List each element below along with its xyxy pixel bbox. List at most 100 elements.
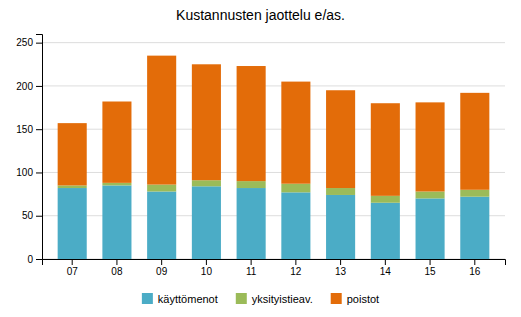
y-tick: 0 <box>27 254 42 265</box>
y-tick-mark <box>36 129 42 130</box>
y-tick-mark <box>36 172 42 173</box>
x-tick-mark <box>161 259 162 265</box>
legend-label: yksityistieav. <box>252 293 313 305</box>
bar-segment <box>147 192 176 260</box>
legend-swatch <box>331 293 342 304</box>
y-tick-label: 100 <box>16 167 33 178</box>
bar-segment <box>237 66 266 181</box>
legend-item: yksityistieav. <box>236 293 313 305</box>
x-tick-label: 08 <box>111 266 123 277</box>
bar-segment <box>281 82 310 184</box>
bar-segment <box>237 188 266 259</box>
bar-segment <box>416 192 445 199</box>
x-tick-mark <box>72 259 73 265</box>
bar-segment <box>147 185 176 192</box>
bar-segment <box>460 197 489 259</box>
bar-segment <box>192 186 221 259</box>
bar-segment <box>102 102 131 183</box>
bar-segment <box>371 196 400 203</box>
y-tick: 50 <box>22 210 42 221</box>
x-tick-mark <box>385 259 386 265</box>
legend: käyttömenot yksityistieav. poistot <box>142 293 379 305</box>
x-tick-mark <box>295 259 296 265</box>
x-tick-label: 10 <box>201 266 213 277</box>
bar-segment <box>147 56 176 185</box>
x-tick-label: 14 <box>380 266 392 277</box>
x-tick: 14 <box>380 259 392 277</box>
bar-segment <box>192 64 221 180</box>
bar-segment <box>237 181 266 188</box>
y-tick-label: 250 <box>16 37 33 48</box>
bar-segment <box>416 102 445 191</box>
x-tick-label: 16 <box>469 266 481 277</box>
y-tick: 200 <box>16 81 42 92</box>
y-axis: 0 50 100 150 200 250 <box>16 35 42 265</box>
x-tick-label: 15 <box>425 266 437 277</box>
x-tick-label: 12 <box>290 266 302 277</box>
x-tick-mark <box>430 259 431 265</box>
x-tick-label: 11 <box>246 266 257 277</box>
y-axis-line <box>36 35 43 260</box>
y-tick-mark <box>36 259 42 260</box>
y-tick-label: 150 <box>16 124 33 135</box>
x-tick-label: 07 <box>67 266 79 277</box>
x-tick: 07 <box>67 259 79 277</box>
x-tick: 15 <box>425 259 437 277</box>
y-tick-mark <box>36 86 42 87</box>
bar-segment <box>326 195 355 259</box>
x-tick: 13 <box>335 259 347 277</box>
grid <box>42 43 505 259</box>
x-tick-mark <box>116 259 117 265</box>
bar-segment <box>102 185 131 259</box>
bars <box>58 56 490 259</box>
legend-swatch <box>236 293 247 304</box>
bar-segment <box>371 203 400 259</box>
x-tick-label: 09 <box>156 266 168 277</box>
x-tick-mark <box>251 259 252 265</box>
x-tick: 12 <box>290 259 302 277</box>
legend-item: poistot <box>331 293 379 305</box>
x-tick: 11 <box>246 259 257 277</box>
series <box>58 56 490 196</box>
bar-segment <box>326 90 355 188</box>
legend-item: käyttömenot <box>142 293 218 305</box>
y-tick: 150 <box>16 124 42 135</box>
bar-segment <box>460 190 489 197</box>
grid-line <box>42 42 505 43</box>
x-axis-line <box>43 260 506 266</box>
title: Kustannusten jaottelu e/as. <box>176 7 345 23</box>
x-tick-mark <box>206 259 207 265</box>
series <box>58 185 490 259</box>
legend-label: poistot <box>347 293 379 305</box>
x-tick: 16 <box>469 259 481 277</box>
legend-swatch <box>142 293 153 304</box>
y-tick-mark <box>36 43 42 44</box>
x-tick: 08 <box>111 259 123 277</box>
bar-segment <box>326 188 355 195</box>
grid-line <box>42 85 505 86</box>
y-tick: 100 <box>16 167 42 178</box>
y-tick-label: 50 <box>22 210 34 221</box>
bar-segment <box>371 103 400 196</box>
bar-segment <box>58 123 87 185</box>
bar-segment <box>281 184 310 193</box>
x-axis: 07 08 09 10 11 12 13 14 15 16 <box>43 259 506 277</box>
bar-segment <box>460 93 489 190</box>
y-tick-label: 0 <box>27 254 33 265</box>
y-tick: 250 <box>16 37 42 48</box>
y-tick-mark <box>36 216 42 217</box>
bar-segment <box>58 185 87 188</box>
bar-segment <box>58 188 87 259</box>
x-tick-mark <box>474 259 475 265</box>
x-tick: 09 <box>156 259 168 277</box>
bar-segment <box>192 180 221 186</box>
plot: 0 50 100 150 200 250 07 08 09 10 11 12 13 14 15 16 <box>16 35 505 278</box>
legend-label: käyttömenot <box>158 293 218 305</box>
x-tick-label: 13 <box>335 266 347 277</box>
bar-segment <box>416 198 445 259</box>
bar-segment <box>102 183 131 186</box>
bar-segment <box>281 192 310 259</box>
y-tick-label: 200 <box>16 81 33 92</box>
x-tick: 10 <box>201 259 213 277</box>
x-tick-mark <box>340 259 341 265</box>
